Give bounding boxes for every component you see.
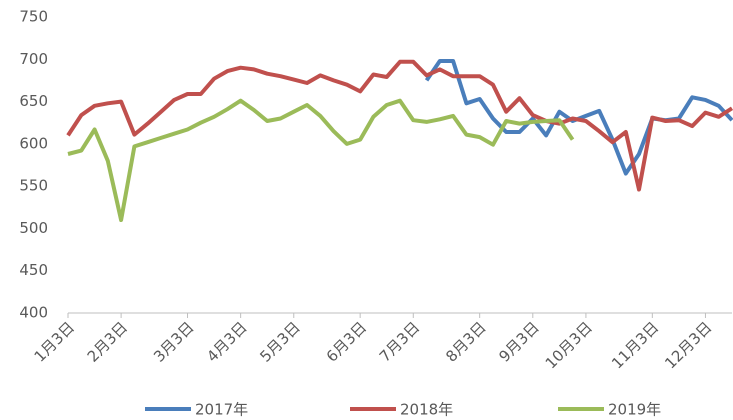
y-tick-label: 550	[19, 177, 48, 195]
x-tick-label: 2月3日	[84, 318, 131, 365]
x-tick-label: 11月3日	[608, 318, 662, 372]
y-tick-label: 400	[19, 304, 48, 322]
x-tick-label: 8月3日	[442, 318, 489, 365]
series-line	[67, 98, 575, 222]
y-tick-label: 600	[19, 134, 48, 152]
y-tick-label: 650	[19, 92, 48, 110]
y-tick-label: 500	[19, 219, 48, 237]
y-tick-label: 750	[19, 8, 48, 26]
x-tick-label: 4月3日	[203, 318, 250, 365]
x-tick-label: 9月3日	[495, 318, 542, 365]
x-tick-label: 5月3日	[256, 318, 303, 365]
y-tick-label: 700	[19, 50, 48, 68]
legend-label: 2017年	[195, 401, 248, 419]
x-tick-label: 6月3日	[323, 318, 370, 365]
x-tick-label: 10月3日	[542, 318, 596, 372]
x-tick-label: 7月3日	[376, 318, 423, 365]
x-tick-label: 12月3日	[661, 318, 715, 372]
x-tick-label: 3月3日	[150, 318, 197, 365]
y-tick-label: 450	[19, 261, 48, 279]
x-tick-label: 1月3日	[31, 318, 78, 365]
legend-label: 2018年	[400, 401, 453, 419]
legend-label: 2019年	[608, 401, 661, 419]
series-line	[66, 59, 733, 192]
